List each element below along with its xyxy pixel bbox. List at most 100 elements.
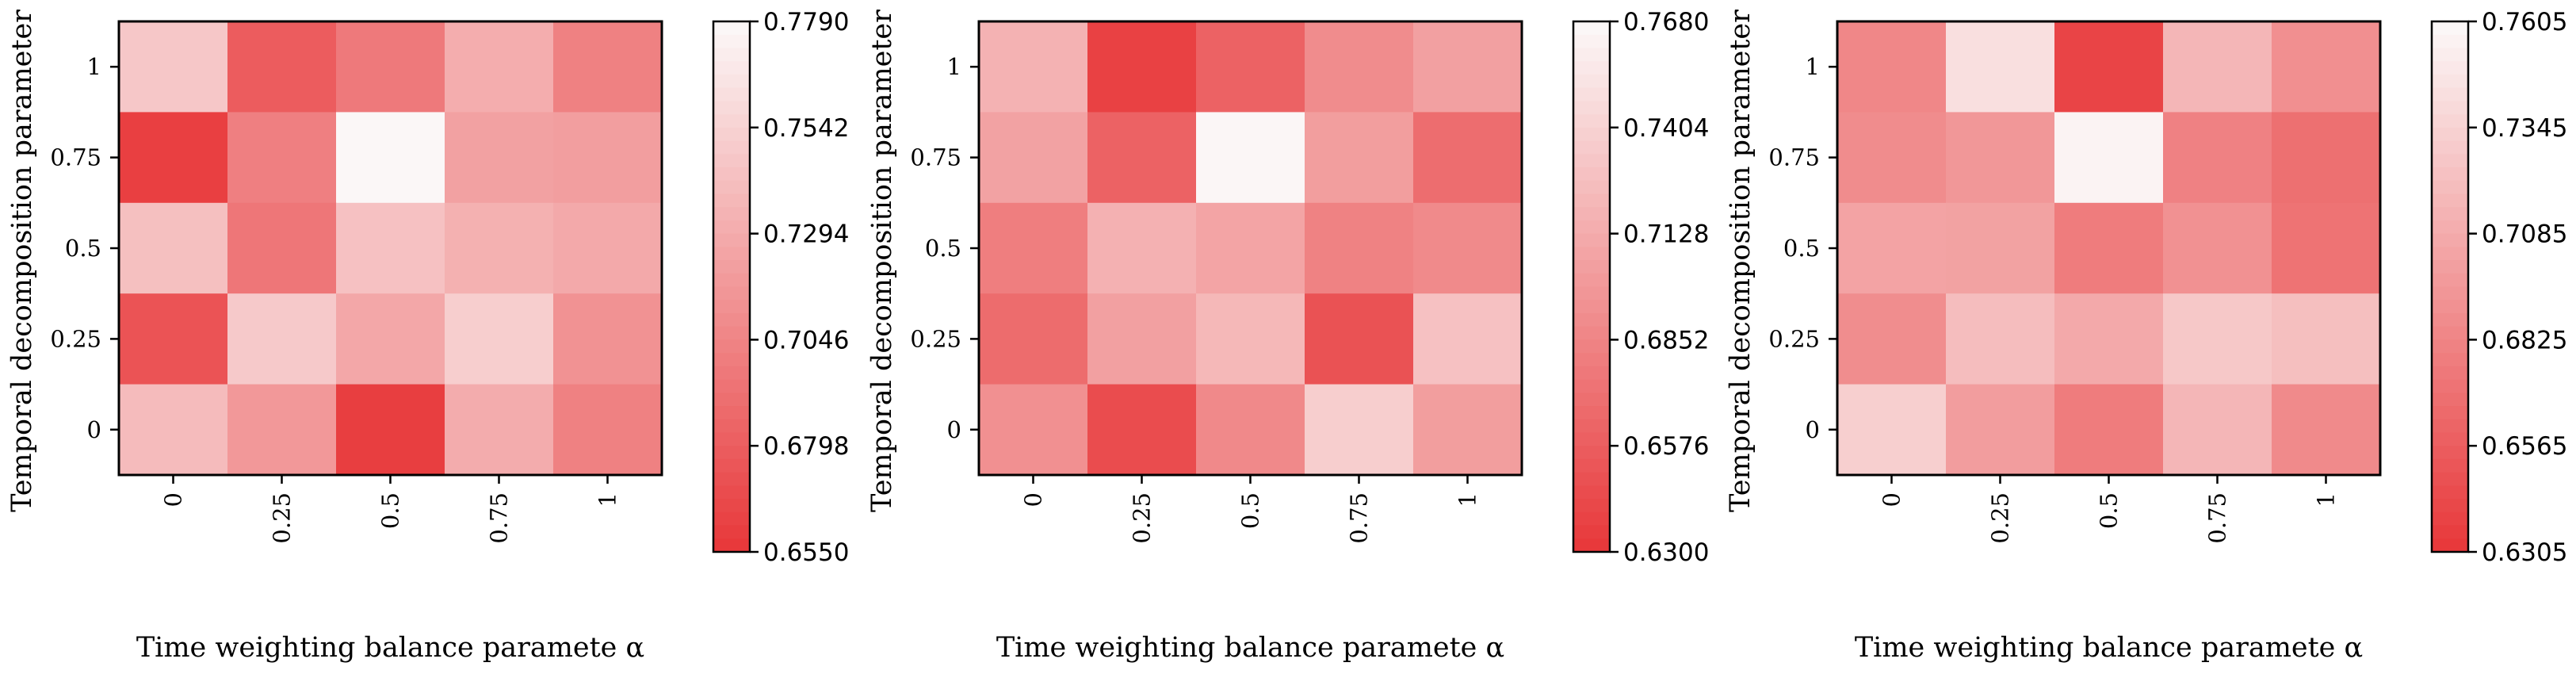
y-axis-label: Temporal decomposition parameter γ (1725, 0, 1756, 512)
heatmap-cell (553, 384, 663, 476)
colorbar-segment (713, 393, 750, 407)
heatmap-cell (2054, 384, 2164, 476)
colorbar-tick-label: 0.6565 (2482, 432, 2567, 461)
y-tick-label: 0.25 (50, 325, 101, 352)
colorbar-segment (2432, 511, 2468, 527)
colorbar-segment (1573, 21, 1610, 36)
heatmap-cell (227, 21, 337, 113)
colorbar-tick-label: 0.7085 (2482, 220, 2567, 249)
colorbar-segment (2432, 446, 2468, 460)
heatmap-cell (1837, 293, 1947, 385)
colorbar-segment (1573, 154, 1610, 168)
colorbar-segment (1573, 446, 1610, 460)
heatmap-cell (1946, 112, 2055, 204)
colorbar-segment (2432, 167, 2468, 182)
colorbar-segment (1573, 273, 1610, 288)
colorbar-segment (2432, 485, 2468, 500)
colorbar-segment (2432, 406, 2468, 420)
colorbar-segment (2432, 260, 2468, 274)
heatmap-cell (1087, 293, 1197, 385)
heatmap-cell (445, 293, 554, 385)
colorbar-segment (713, 353, 750, 367)
heatmap-cell (336, 384, 445, 476)
heatmap-cell (1837, 21, 1947, 113)
colorbar-segment (713, 312, 750, 327)
y-axis-label: Temporal decomposition parameter γ (6, 0, 38, 512)
colorbar-segment (713, 432, 750, 446)
heatmap-cell (445, 202, 554, 294)
colorbar-segment (1573, 300, 1610, 314)
colorbar-tick-label: 0.6825 (2482, 326, 2567, 354)
heatmap-cell (336, 112, 445, 204)
colorbar-segment (2432, 273, 2468, 288)
colorbar-segment (1573, 167, 1610, 182)
colorbar-segment (713, 114, 750, 128)
heatmap-cell (979, 384, 1088, 476)
colorbar-tick-label: 0.7128 (1623, 220, 1709, 249)
colorbar-segment (2432, 220, 2468, 235)
y-tick-label: 0.25 (1768, 325, 1820, 352)
colorbar-segment (1573, 379, 1610, 394)
colorbar-segment (1573, 127, 1610, 142)
heatmap-cell (445, 112, 554, 204)
colorbar-segment (713, 485, 750, 500)
colorbar-segment (2432, 499, 2468, 513)
heatmap-cell (227, 112, 337, 204)
x-tick-label: 1 (594, 492, 621, 507)
heatmap-cell (119, 112, 228, 204)
colorbar-segment (713, 300, 750, 314)
heatmap-cell (2272, 202, 2381, 294)
colorbar-segment (2432, 379, 2468, 394)
colorbar-segment (1573, 101, 1610, 115)
colorbar-tick-label: 0.7404 (1623, 114, 1709, 143)
y-axis-label: Temporal decomposition parameter γ (866, 0, 898, 512)
colorbar-segment (2432, 286, 2468, 301)
heatmap-cell (227, 293, 337, 385)
heatmap-cell (2163, 202, 2272, 294)
x-tick-label: 0 (1878, 492, 1905, 507)
colorbar-segment (713, 511, 750, 527)
heatmap-cell (119, 21, 228, 113)
colorbar-segment (713, 207, 750, 221)
colorbar-segment (2432, 247, 2468, 261)
colorbar-segment (1573, 180, 1610, 195)
heatmap-panel-1: 1 0.75 0.5 0.25 0 0 0.25 0.5 0.75 1 Time weighting… (6, 0, 849, 664)
colorbar-segment (713, 21, 750, 36)
x-tick-label: 0.75 (1346, 492, 1373, 544)
colorbar-segment (2432, 114, 2468, 128)
colorbar-segment (2432, 366, 2468, 381)
heatmap-cell (2163, 384, 2272, 476)
colorbar-segment (1573, 393, 1610, 407)
x-tick-label: 0.25 (269, 492, 296, 544)
x-tick-label: 0 (160, 492, 187, 507)
colorbar-segment (1573, 538, 1610, 553)
heatmap-cell (553, 293, 663, 385)
heatmap-panel-2: 1 0.75 0.5 0.25 0 0 0.25 0.5 0.75 1 Time weighting… (866, 0, 1709, 664)
x-axis-label: Time weighting balance paramete α (136, 632, 644, 664)
heatmap-cell (1413, 293, 1523, 385)
colorbar-segment (713, 87, 750, 102)
colorbar-segment (713, 419, 750, 434)
colorbar-segment (713, 406, 750, 420)
colorbar-segment (713, 472, 750, 487)
y-tick-label: 0.5 (65, 235, 101, 262)
heatmap-cell (227, 384, 337, 476)
x-tick-label: 0.75 (2204, 492, 2231, 544)
colorbar-tick-label: 0.6300 (1623, 538, 1709, 567)
heatmap-cell (1305, 384, 1414, 476)
colorbar-frame (1572, 20, 1611, 553)
colorbar-segment (1573, 114, 1610, 128)
y-tick-label: 0.5 (925, 235, 961, 262)
colorbar-segment (1573, 74, 1610, 89)
colorbar-segment (713, 167, 750, 182)
heatmap-cell (2163, 112, 2272, 204)
heatmap-panel-3: 1 0.75 0.5 0.25 0 0 0.25 0.5 0.75 1 Time weighting… (1725, 0, 2567, 664)
heatmap-cell (1305, 21, 1414, 113)
colorbar-segment (1573, 247, 1610, 261)
y-tick-label: 0.25 (910, 325, 961, 352)
heatmap-cell (1837, 384, 1947, 476)
colorbar-segment (713, 140, 750, 155)
colorbar-tick-label: 0.7542 (763, 114, 849, 143)
colorbar-tick-label: 0.7046 (763, 326, 849, 354)
colorbar-segment (713, 220, 750, 235)
